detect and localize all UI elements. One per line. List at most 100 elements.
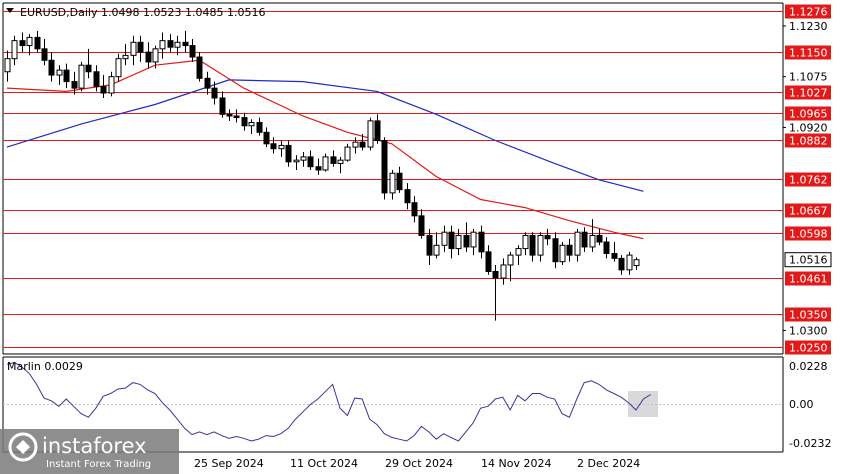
candle xyxy=(596,228,603,246)
candle xyxy=(515,245,522,265)
candle xyxy=(574,228,581,262)
slow-moving-average xyxy=(6,79,644,192)
level-label: 1.0667 xyxy=(785,203,831,218)
indicator-tick-zero: 0.00 xyxy=(789,398,814,411)
candle xyxy=(418,209,425,239)
time-label: 2 Dec 2024 xyxy=(577,457,640,470)
candle xyxy=(226,109,233,121)
candle xyxy=(63,63,70,89)
level-labels: 1.1276 1.1150 1.1027 1.0965 1.0882 1.0762 1.06… xyxy=(785,4,831,355)
candle xyxy=(182,30,189,53)
candles xyxy=(4,30,640,321)
level-value: 1.0250 xyxy=(789,342,828,355)
level-value: 1.0965 xyxy=(789,108,828,121)
candle xyxy=(337,156,344,174)
candle xyxy=(270,137,277,154)
ohlc-values: 1.0498 1.0523 1.0485 1.0516 xyxy=(101,6,265,19)
candle xyxy=(611,242,618,262)
time-axis: 25 Sep 2024 11 Oct 2024 29 Oct 2024 14 N… xyxy=(194,457,640,470)
instaforex-logo-icon xyxy=(8,432,38,462)
time-label: 25 Sep 2024 xyxy=(194,457,264,470)
candle xyxy=(478,225,485,259)
candle xyxy=(108,71,115,97)
current-price-label: 1.0516 xyxy=(784,252,832,268)
collapse-triangle-icon[interactable] xyxy=(6,8,14,13)
candle xyxy=(56,65,63,85)
candle xyxy=(455,228,462,256)
level-label: 1.0598 xyxy=(785,226,831,241)
fast-moving-average xyxy=(6,59,644,240)
level-label: 1.1027 xyxy=(785,85,831,100)
candle xyxy=(26,34,33,56)
candle xyxy=(285,140,292,167)
level-label: 1.0250 xyxy=(785,340,831,355)
candle xyxy=(159,32,166,59)
candle xyxy=(263,127,270,148)
candle xyxy=(167,34,174,53)
level-label: 1.0882 xyxy=(785,133,831,148)
time-label: 11 Oct 2024 xyxy=(290,457,358,470)
level-value: 1.0667 xyxy=(789,205,828,218)
candle xyxy=(219,91,226,118)
candle xyxy=(411,196,418,223)
candle xyxy=(34,30,41,53)
candle xyxy=(48,52,55,82)
candle xyxy=(293,155,300,170)
candle xyxy=(241,112,248,131)
candle xyxy=(330,150,337,167)
candle xyxy=(137,35,144,62)
candle xyxy=(633,257,640,270)
candle xyxy=(589,219,596,252)
candle xyxy=(552,232,559,269)
candle xyxy=(4,50,11,82)
price-tick: 1.1230 xyxy=(789,20,828,33)
candle xyxy=(396,166,403,193)
indicator-tick-bottom: -0.0232 xyxy=(789,437,831,450)
level-value: 1.0762 xyxy=(789,174,828,187)
level-value: 1.0882 xyxy=(789,135,828,148)
oscillator-line xyxy=(6,361,652,442)
level-label: 1.0762 xyxy=(785,172,831,187)
candle xyxy=(470,228,477,256)
candle xyxy=(581,227,588,252)
candle xyxy=(544,228,551,246)
candle xyxy=(19,32,26,53)
candle xyxy=(389,169,396,200)
candle xyxy=(537,232,544,262)
candle xyxy=(507,251,514,282)
candle xyxy=(211,81,218,105)
price-tick: 1.0300 xyxy=(789,324,828,337)
ma-line xyxy=(6,79,644,192)
brand-tagline: Instant Forex Trading xyxy=(46,459,151,470)
level-value: 1.0350 xyxy=(789,309,828,322)
candle xyxy=(485,245,492,275)
level-label: 1.1276 xyxy=(785,4,831,19)
candle xyxy=(256,117,263,136)
candle xyxy=(100,75,107,98)
time-label: 14 Nov 2024 xyxy=(481,457,551,470)
candle xyxy=(11,35,18,66)
candle xyxy=(426,228,433,265)
level-label: 1.1150 xyxy=(785,45,831,60)
price-tick: 1.0920 xyxy=(789,121,828,134)
ma-line xyxy=(6,59,644,240)
candle xyxy=(522,232,529,256)
candle xyxy=(71,71,78,95)
candle xyxy=(189,39,196,62)
candle xyxy=(374,114,381,144)
brand-watermark: instaforex Instant Forex Trading xyxy=(0,429,179,474)
candle xyxy=(448,225,455,259)
current-price: 1.0516 xyxy=(789,254,828,267)
candle xyxy=(492,264,499,321)
level-value: 1.0461 xyxy=(789,273,828,286)
candle xyxy=(559,242,566,265)
candle xyxy=(93,65,100,92)
candle xyxy=(381,137,388,200)
candle xyxy=(130,35,137,66)
price-tick: 1.1075 xyxy=(789,71,828,84)
candle xyxy=(367,117,374,151)
time-label: 29 Oct 2024 xyxy=(385,457,453,470)
indicator-name: Marlin 0.0029 xyxy=(7,360,83,373)
candle xyxy=(441,225,448,252)
